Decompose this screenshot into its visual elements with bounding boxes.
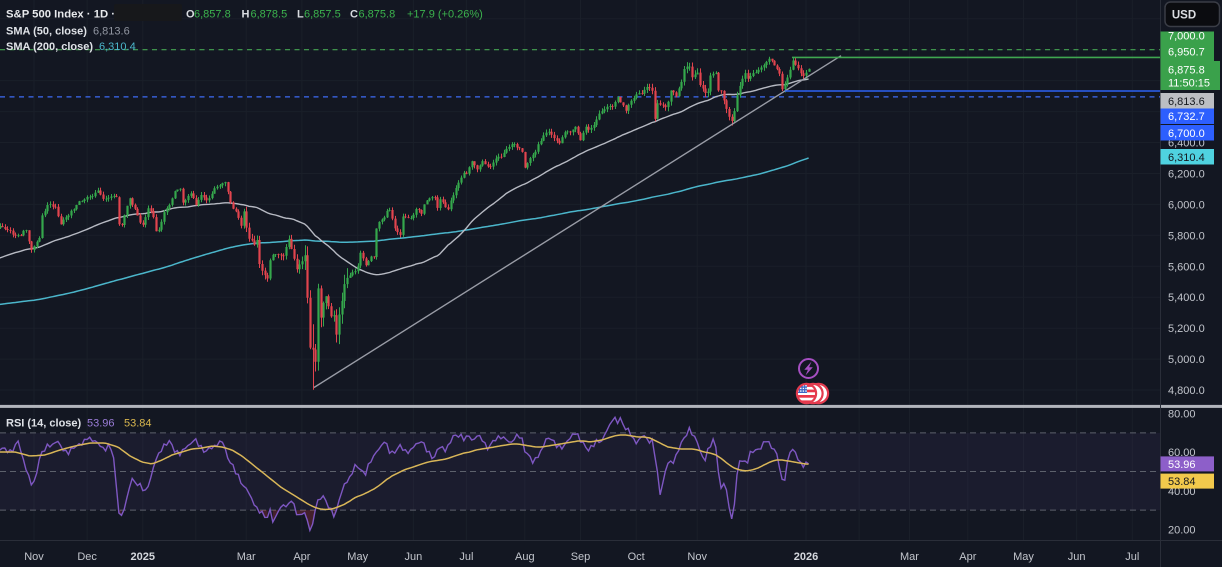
svg-text:Apr: Apr [293,551,310,563]
svg-text:USD: USD [1172,10,1196,22]
svg-text:20.00: 20.00 [1168,524,1196,536]
svg-text:May: May [1013,551,1034,563]
svg-text:40.00: 40.00 [1168,486,1196,498]
svg-text:6,857.5: 6,857.5 [304,9,341,21]
svg-text:53.84: 53.84 [1168,476,1196,488]
svg-text:Dec: Dec [77,551,97,563]
svg-text:11:50:15: 11:50:15 [1168,77,1210,89]
svg-text:6,813.6: 6,813.6 [93,26,130,38]
svg-text:6,857.8: 6,857.8 [194,9,231,21]
svg-text:SMA (50, close): SMA (50, close) [6,26,87,38]
svg-text:5,600.0: 5,600.0 [1168,261,1205,273]
svg-text:Jun: Jun [1068,551,1086,563]
svg-text:Sep: Sep [571,551,591,563]
svg-text:C: C [350,9,358,21]
svg-text:SMA (200, close): SMA (200, close) [6,41,93,53]
svg-text:6,310.4: 6,310.4 [1168,152,1205,164]
svg-text:Aug: Aug [515,551,535,563]
svg-text:6,310.4: 6,310.4 [99,41,136,53]
svg-text:Jun: Jun [405,551,423,563]
svg-text:6,950.7: 6,950.7 [1168,47,1205,59]
svg-text:6,732.7: 6,732.7 [1168,111,1205,123]
svg-text:80.00: 80.00 [1168,409,1196,421]
svg-text:O: O [186,9,195,21]
svg-text:6,000.0: 6,000.0 [1168,199,1205,211]
svg-text:+17.9 (+0.26%): +17.9 (+0.26%) [407,9,483,21]
svg-text:Jul: Jul [459,551,473,563]
svg-text:Mar: Mar [237,551,256,563]
svg-text:May: May [347,551,368,563]
svg-text:6,200.0: 6,200.0 [1168,169,1205,181]
svg-text:4,800.0: 4,800.0 [1168,385,1205,397]
svg-text:6,813.6: 6,813.6 [1168,96,1205,108]
svg-text:S&P 500 Index · 1D ·: S&P 500 Index · 1D · [6,9,115,21]
svg-text:6,700.0: 6,700.0 [1168,128,1205,140]
svg-text:5,400.0: 5,400.0 [1168,292,1205,304]
svg-text:6,878.5: 6,878.5 [251,9,288,21]
svg-text:Nov: Nov [687,551,707,563]
svg-text:5,200.0: 5,200.0 [1168,323,1205,335]
svg-text:5,800.0: 5,800.0 [1168,230,1205,242]
svg-text:5,000.0: 5,000.0 [1168,354,1205,366]
svg-text:53.84: 53.84 [124,418,152,430]
svg-text:H: H [242,9,250,21]
svg-text:53.96: 53.96 [1168,459,1196,471]
svg-text:Mar: Mar [900,551,919,563]
svg-text:7,000.0: 7,000.0 [1168,31,1205,43]
svg-text:53.96: 53.96 [87,418,115,430]
svg-text:Oct: Oct [628,551,645,563]
svg-text:60.00: 60.00 [1168,447,1196,459]
svg-text:2026: 2026 [794,551,818,563]
svg-text:Nov: Nov [24,551,44,563]
svg-text:6,875.8: 6,875.8 [359,9,396,21]
svg-text:L: L [297,9,304,21]
svg-text:Jul: Jul [1125,551,1139,563]
svg-text:RSI (14, close): RSI (14, close) [6,418,82,430]
svg-text:6,875.8: 6,875.8 [1168,64,1205,76]
svg-text:2025: 2025 [131,551,155,563]
svg-text:Apr: Apr [959,551,976,563]
